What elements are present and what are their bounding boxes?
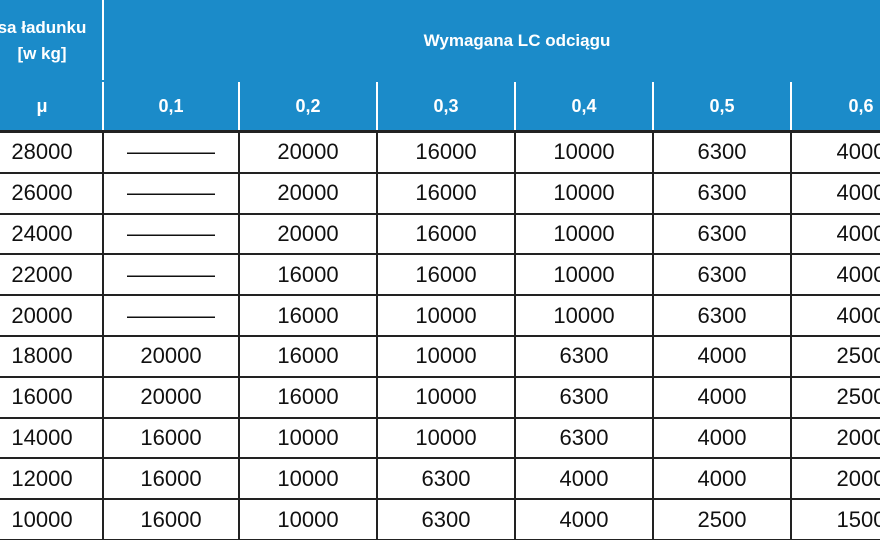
lc-cell: 20000 xyxy=(102,334,240,378)
lc-cell: ———— xyxy=(102,212,240,256)
subheader-cell: μ xyxy=(0,80,104,133)
lc-cell: 20000 xyxy=(238,171,378,215)
lc-cell: 4000 xyxy=(652,375,792,419)
lc-cell: 2500 xyxy=(652,498,792,540)
lc-cell: 20000 xyxy=(238,130,378,174)
lc-cell: 10000 xyxy=(376,294,516,337)
lc-cell: 4000 xyxy=(790,253,880,297)
lc-cell: 10000 xyxy=(514,294,654,337)
lc-cell: 4000 xyxy=(790,212,880,256)
lc-cell: 10000 xyxy=(376,416,516,460)
lc-cell: 4000 xyxy=(514,498,654,540)
lc-cell: 16000 xyxy=(376,253,516,297)
lc-cell: 6300 xyxy=(652,253,792,297)
mass-cell: 28000 xyxy=(0,130,104,174)
lc-cell: 4000 xyxy=(790,130,880,174)
mass-cell: 24000 xyxy=(0,212,104,256)
lc-cell: ———— xyxy=(102,171,240,215)
lc-cell: 10000 xyxy=(238,457,378,501)
subheader-cell: 0,5 xyxy=(652,80,792,133)
mass-cell: 26000 xyxy=(0,171,104,215)
mass-cell: 18000 xyxy=(0,334,104,378)
header-line: [w kg] xyxy=(17,44,67,63)
lc-cell: 16000 xyxy=(238,294,378,337)
lc-cell: 4000 xyxy=(652,416,792,460)
lc-cell: 20000 xyxy=(102,375,240,419)
lc-cell: 6300 xyxy=(652,130,792,174)
subheader-cell: 0,6 xyxy=(790,80,880,133)
lc-cell: ———— xyxy=(102,130,240,174)
mass-cell: 16000 xyxy=(0,375,104,419)
lc-cell: 16000 xyxy=(238,334,378,378)
lc-cell: 10000 xyxy=(514,253,654,297)
subheader-cell: 0,2 xyxy=(238,80,378,133)
lc-cell: 4000 xyxy=(652,457,792,501)
lc-cell: 10000 xyxy=(376,334,516,378)
lc-cell: 6300 xyxy=(652,171,792,215)
lc-cell: 16000 xyxy=(238,253,378,297)
data-row: 14000160001000010000630040002000 xyxy=(0,416,880,460)
group-header: Wymagana LC odciągu xyxy=(102,0,880,82)
lc-cell: 1500 xyxy=(790,498,880,540)
mass-cell: 12000 xyxy=(0,457,104,501)
mass-cell: 22000 xyxy=(0,253,104,297)
lc-cell: 10000 xyxy=(376,375,516,419)
lc-cell: 16000 xyxy=(376,171,516,215)
data-row: 16000200001600010000630040002500 xyxy=(0,375,880,419)
lc-cell: 6300 xyxy=(652,212,792,256)
lc-cell: 6300 xyxy=(376,498,516,540)
header-row: sa ładunku [w kg] Wymagana LC odciągu xyxy=(0,0,880,82)
lc-cell: 4000 xyxy=(790,294,880,337)
subheader-cell: 0,3 xyxy=(376,80,516,133)
lc-cell: 16000 xyxy=(238,375,378,419)
data-row: 18000200001600010000630040002500 xyxy=(0,334,880,378)
lc-cell: 16000 xyxy=(376,130,516,174)
header-cell: sa ładunku [w kg] xyxy=(0,0,104,82)
lc-cell: 10000 xyxy=(238,416,378,460)
lc-cell: 16000 xyxy=(102,457,240,501)
mass-cell: 14000 xyxy=(0,416,104,460)
data-row: 1200016000100006300400040002000 xyxy=(0,457,880,501)
lc-cell: 6300 xyxy=(652,294,792,337)
mass-cell: 10000 xyxy=(0,498,104,540)
lc-cell: 6300 xyxy=(514,334,654,378)
lc-cell: 20000 xyxy=(238,212,378,256)
lc-cell: 6300 xyxy=(514,416,654,460)
lc-cell: 4000 xyxy=(652,334,792,378)
lc-cell: 6300 xyxy=(514,375,654,419)
subheader-cell: 0,4 xyxy=(514,80,654,133)
lc-cell: 10000 xyxy=(514,212,654,256)
subheader-cell: 0,1 xyxy=(102,80,240,133)
lc-cell: 2500 xyxy=(790,375,880,419)
lc-cell: 2000 xyxy=(790,457,880,501)
lc-cell: 16000 xyxy=(376,212,516,256)
subheader-row: μ 0,1 0,2 0,3 0,4 0,5 0,6 xyxy=(0,80,880,133)
lc-cell: 10000 xyxy=(514,171,654,215)
lc-cell: 16000 xyxy=(102,498,240,540)
lc-cell: 4000 xyxy=(790,171,880,215)
lc-cell: 2000 xyxy=(790,416,880,460)
lc-cell: 10000 xyxy=(514,130,654,174)
lc-cell: 10000 xyxy=(238,498,378,540)
header-line: sa ładunku xyxy=(0,18,87,37)
data-row: 22000————16000160001000063004000 xyxy=(0,253,880,297)
mass-cell: 20000 xyxy=(0,294,104,337)
lc-cell: ———— xyxy=(102,253,240,297)
lc-cell: 16000 xyxy=(102,416,240,460)
lc-cell: 2500 xyxy=(790,334,880,378)
lc-cell: ———— xyxy=(102,294,240,337)
lc-cell: 6300 xyxy=(376,457,516,501)
data-row: 1000016000100006300400025001500 xyxy=(0,498,880,540)
lc-cell: 4000 xyxy=(514,457,654,501)
